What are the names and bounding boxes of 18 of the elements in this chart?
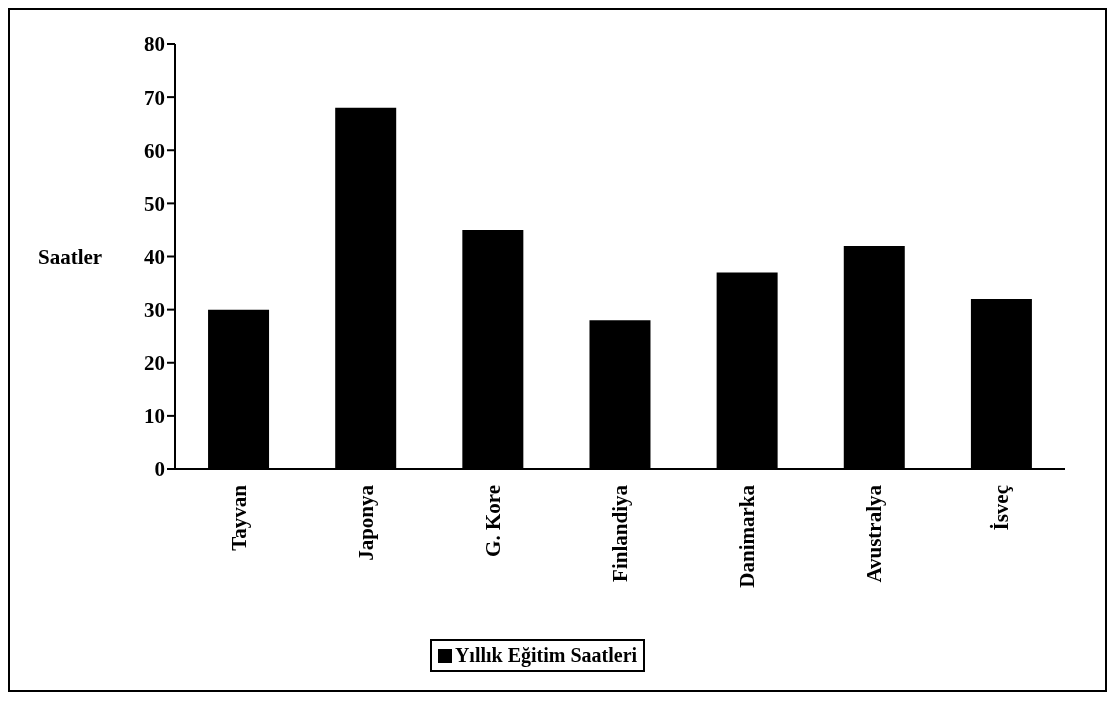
x-tick-label: Tayvan — [226, 484, 251, 551]
x-tick-label: Danimarka — [735, 484, 760, 588]
y-tick-label: 20 — [144, 351, 165, 376]
y-tick-label: 80 — [144, 32, 165, 57]
y-tick-label: 50 — [144, 191, 165, 216]
y-tick-label: 60 — [144, 138, 165, 163]
x-tick-label: Finlandiya — [608, 484, 632, 582]
y-tick-label: 30 — [144, 298, 165, 323]
y-tick-label: 10 — [144, 404, 165, 429]
x-tick-label: Avustralya — [862, 484, 887, 583]
x-tick-label: Japonya — [353, 484, 378, 561]
x-tick-label: G. Kore — [480, 485, 505, 557]
y-tick-label: 70 — [144, 85, 165, 110]
y-tick-label: 0 — [154, 457, 165, 482]
legend-label: Yıllık Eğitim Saatleri — [453, 644, 638, 667]
x-tick-label: İsveç — [989, 485, 1014, 531]
y-tick-label: 40 — [144, 244, 165, 269]
y-axis-title: Saatler — [38, 244, 103, 269]
